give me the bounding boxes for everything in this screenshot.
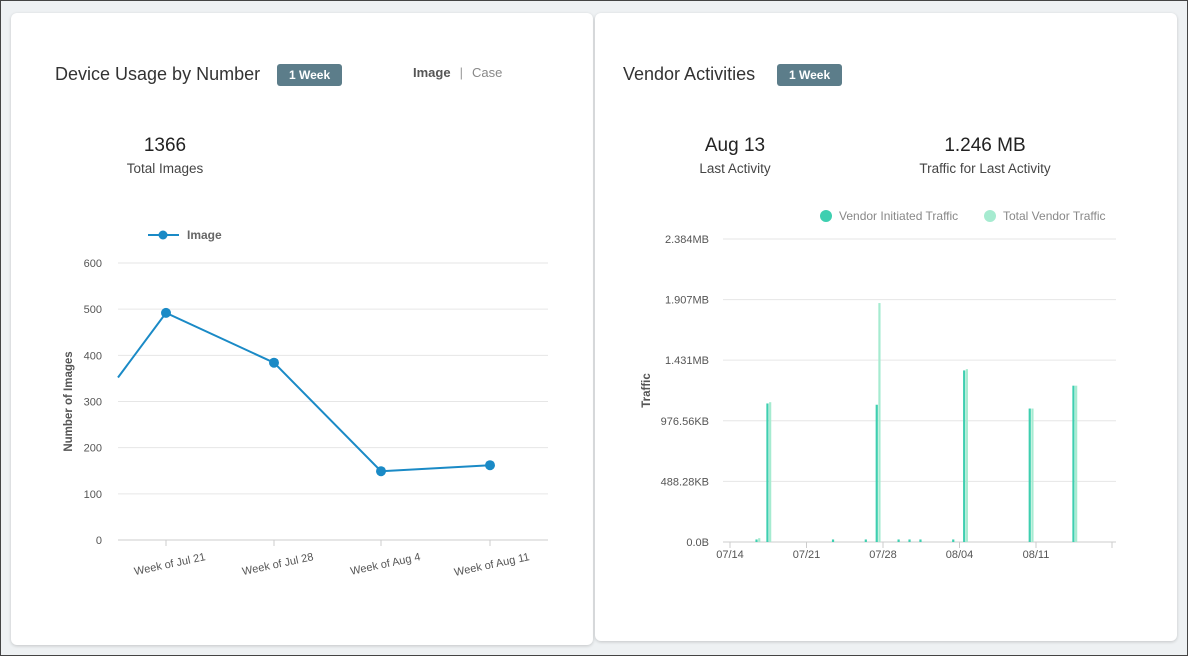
vendor-activities-card: Vendor Activities 1 Week Aug 13 Last Act… [595,13,1177,641]
vendor-initiated-bar [908,539,911,542]
toggle-image[interactable]: Image [413,65,451,80]
x-tick-label: 07/14 [716,549,744,561]
total-images-label: Total Images [126,161,204,176]
y-tick-label: 200 [84,443,102,455]
y-tick-label: 976.56KB [661,416,709,428]
vendor-initiated-bar [952,539,955,542]
device-usage-period-badge[interactable]: 1 Week [277,64,343,86]
image-data-point [269,357,279,368]
x-tick-label: 07/21 [793,549,821,561]
total-vendor-bar [878,303,881,542]
x-tick-label: Week of Aug 4 [349,551,421,578]
vendor-initiated-bar [875,404,878,542]
last-activity-value: Aug 13 [704,135,766,156]
total-images-stat: 1366 Total Images [105,135,225,176]
legend-label-image: Image [187,228,222,242]
traffic-last-activity-stat: 1.246 MB Traffic for Last Activity [885,135,1085,176]
legend-label-total: Total Vendor Traffic [1003,209,1106,223]
vendor-activities-title: Vendor Activities [623,64,756,84]
vendor-initiated-bar [897,539,900,542]
legend-label-initiated: Vendor Initiated Traffic [839,209,958,223]
total-vendor-bar [965,369,968,542]
image-data-point [161,307,171,318]
legend-marker-total [984,210,996,222]
traffic-last-activity-label: Traffic for Last Activity [919,161,1051,176]
y-tick-label: 488.28KB [661,476,709,488]
vendor-initiated-bar [766,403,769,542]
legend-marker [158,230,168,240]
y-tick-label: 400 [84,350,102,362]
image-case-toggle: Image | Case [413,65,502,80]
y-tick-label: 1.431MB [665,355,709,367]
y-tick-label: 0.0B [686,537,709,549]
total-vendor-bar [758,538,761,542]
total-vendor-bar [769,402,772,542]
y-tick-label: 2.384MB [665,234,709,246]
legend-marker-initiated [820,210,832,222]
x-tick-label: Week of Jul 21 [133,551,206,578]
image-data-point [376,466,386,477]
image-data-point [485,460,495,471]
vendor-initiated-bar [864,539,867,542]
y-tick-label: 600 [84,258,102,270]
vendor-initiated-bar [919,539,922,542]
last-activity-label: Last Activity [699,161,771,176]
y-tick-label: 500 [84,304,102,316]
device-usage-card: Device Usage by Number 1 Week Image | Case… [11,13,593,645]
y-axis-label: Number of Images [63,351,75,451]
x-tick-label: 08/04 [946,549,974,561]
x-tick-label: Week of Jul 28 [241,551,314,578]
y-tick-label: 300 [84,397,102,409]
toggle-case[interactable]: Case [471,65,503,80]
vendor-initiated-bar [755,539,758,542]
x-tick-label: 07/28 [869,549,897,561]
y-tick-label: 0 [96,535,102,547]
total-vendor-bar [1075,385,1078,542]
vendor-initiated-bar [963,370,966,542]
vendor-activities-period-badge[interactable]: 1 Week [777,64,843,86]
total-vendor-bar [1031,408,1034,542]
y-axis-label: Traffic [641,373,653,408]
vendor-initiated-bar [1072,385,1075,542]
y-tick-label: 100 [84,489,102,501]
last-activity-stat: Aug 13 Last Activity [675,135,795,176]
vendor-initiated-bar [1028,408,1031,542]
y-tick-label: 1.907MB [665,295,709,307]
x-tick-label: 08/11 [1023,549,1050,561]
toggle-separator: | [459,65,463,80]
device-usage-title: Device Usage by Number [55,64,261,84]
total-images-value: 1366 [143,135,187,156]
x-tick-label: Week of Aug 11 [453,551,530,579]
traffic-last-activity-value: 1.246 MB [944,135,1026,156]
vendor-traffic-bar-chart: 0.0B 488.28KB 976.56KB 1.431MB 1.907MB 2.384M… [641,209,1116,561]
vendor-initiated-bar [831,539,835,542]
device-usage-line-chart: 0 100 200 300 400 500 600 Number of Images Week … [63,228,548,579]
